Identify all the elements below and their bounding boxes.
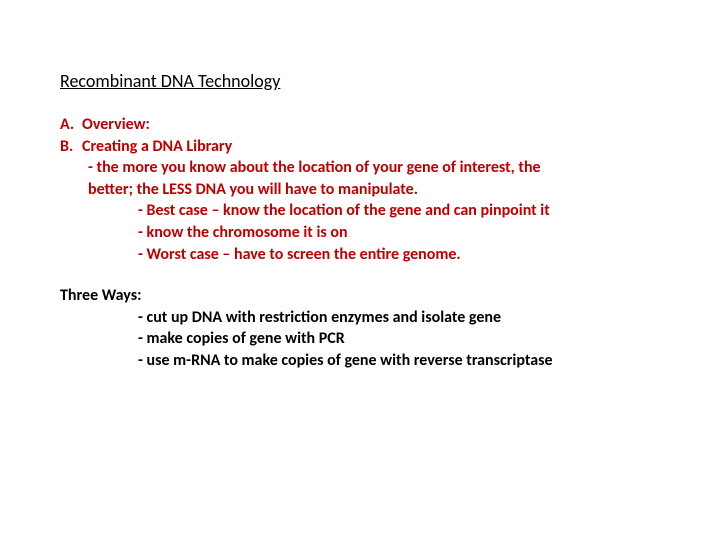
three-ways-item-1: - cut up DNA with restriction enzymes an… (60, 307, 660, 329)
b-subpoint-best-case: - Best case – know the location of the g… (60, 200, 660, 222)
b-note-line1: - the more you know about the location o… (60, 157, 660, 179)
outline-label-b: Creating a DNA Library (82, 136, 232, 158)
b-subpoint-chromosome: - know the chromosome it is on (60, 222, 660, 244)
slide: Recombinant DNA Technology A. Overview: … (0, 0, 720, 540)
outline-item-a: A. Overview: (60, 114, 660, 136)
outline-label-a: Overview: (82, 114, 150, 136)
outline-letter-a: A. (60, 114, 82, 136)
outline-letter-b: B. (60, 136, 82, 158)
three-ways-item-2: - make copies of gene with PCR (60, 328, 660, 350)
slide-title: Recombinant DNA Technology (60, 70, 660, 92)
outline-item-b: B. Creating a DNA Library (60, 136, 660, 158)
three-ways-item-3: - use m-RNA to make copies of gene with … (60, 350, 660, 372)
b-subpoint-worst-case: - Worst case – have to screen the entire… (60, 244, 660, 266)
three-ways-heading: Three Ways: (60, 285, 660, 307)
b-note-line2: better; the LESS DNA you will have to ma… (60, 179, 660, 201)
spacer (60, 265, 660, 285)
